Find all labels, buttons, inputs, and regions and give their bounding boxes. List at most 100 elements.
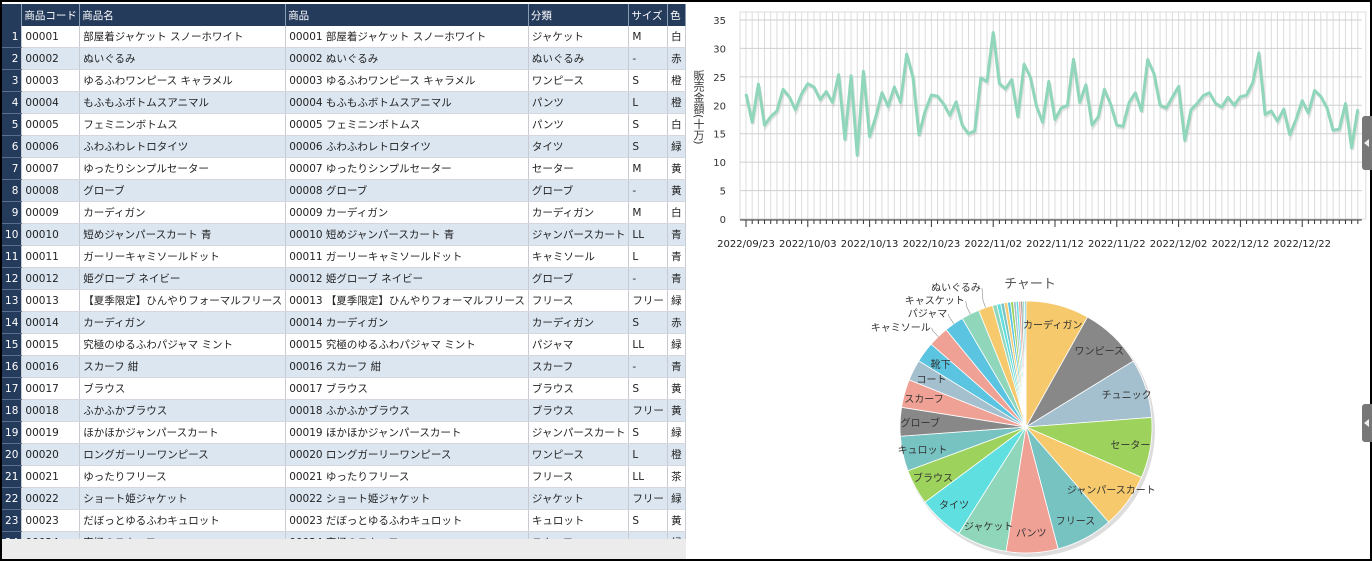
row-number[interactable]: 5 bbox=[2, 113, 23, 136]
color-cell[interactable]: 青 bbox=[667, 245, 686, 268]
category-cell[interactable]: パジャマ bbox=[528, 333, 630, 356]
size-cell[interactable]: M bbox=[628, 201, 669, 224]
product-cell[interactable]: 00014 カーディガン bbox=[285, 311, 529, 334]
size-cell[interactable]: - bbox=[628, 531, 669, 539]
row-number[interactable]: 20 bbox=[2, 443, 23, 466]
row-number[interactable]: 11 bbox=[2, 245, 23, 268]
row-number[interactable]: 10 bbox=[2, 223, 23, 246]
row-number[interactable]: 23 bbox=[2, 509, 23, 532]
size-cell[interactable]: S bbox=[628, 113, 669, 136]
product-name-cell[interactable]: 短めジャンパースカート 青 bbox=[79, 223, 287, 246]
product-code-cell[interactable]: 00020 bbox=[21, 443, 81, 466]
size-cell[interactable]: S bbox=[628, 69, 669, 92]
column-header-code[interactable]: 商品コード bbox=[21, 4, 81, 26]
table-row[interactable]: 15 00015 究極のゆるふわパジャマ ミント 00015 究極のゆるふわパジャマ … bbox=[2, 333, 686, 356]
size-cell[interactable]: フリー bbox=[628, 289, 669, 312]
size-cell[interactable]: S bbox=[628, 377, 669, 400]
product-code-cell[interactable]: 00004 bbox=[21, 91, 81, 114]
product-name-cell[interactable]: ゆるふわワンピース キャラメル bbox=[79, 69, 287, 92]
table-row[interactable]: 17 00017 ブラウス 00017 ブラウス ブラウス S 黄 bbox=[2, 377, 686, 400]
product-cell[interactable]: 00019 ほかほかジャンパースカート bbox=[285, 421, 529, 444]
product-cell[interactable]: 00017 ブラウス bbox=[285, 377, 529, 400]
product-code-cell[interactable]: 00021 bbox=[21, 465, 81, 488]
product-code-cell[interactable]: 00009 bbox=[21, 201, 81, 224]
category-cell[interactable]: キュロット bbox=[528, 509, 630, 532]
row-number[interactable]: 14 bbox=[2, 311, 23, 334]
product-cell[interactable]: 00001 部屋着ジャケット スノーホワイト bbox=[285, 26, 529, 48]
table-row[interactable]: 7 00007 ゆったりシンプルセーター 00007 ゆったりシンプルセーター セーター… bbox=[2, 157, 686, 180]
product-name-cell[interactable]: 姫グローブ ネイビー bbox=[79, 267, 287, 290]
size-cell[interactable]: - bbox=[628, 179, 669, 202]
collapse-handle-top[interactable] bbox=[1362, 116, 1372, 170]
product-code-cell[interactable]: 00011 bbox=[21, 245, 81, 268]
product-name-cell[interactable]: ブラウス bbox=[79, 377, 287, 400]
row-number[interactable]: 17 bbox=[2, 377, 23, 400]
size-cell[interactable]: LL bbox=[628, 465, 669, 488]
table-row[interactable]: 3 00003 ゆるふわワンピース キャラメル 00003 ゆるふわワンピース キャラ… bbox=[2, 69, 686, 92]
product-code-cell[interactable]: 00016 bbox=[21, 355, 81, 378]
category-cell[interactable]: カーディガン bbox=[528, 311, 630, 334]
product-cell[interactable]: 00004 もふもふボトムスアニマル bbox=[285, 91, 529, 114]
column-header-name[interactable]: 商品名 bbox=[79, 4, 287, 26]
color-cell[interactable]: 白 bbox=[667, 201, 686, 224]
size-cell[interactable]: S bbox=[628, 421, 669, 444]
size-cell[interactable]: M bbox=[628, 157, 669, 180]
category-cell[interactable]: ワンピース bbox=[528, 443, 630, 466]
table-row[interactable]: 22 00022 ショート姫ジャケット 00022 ショート姫ジャケット ジャケット フリ… bbox=[2, 487, 686, 510]
color-cell[interactable]: 橙 bbox=[667, 91, 686, 114]
product-code-cell[interactable]: 00019 bbox=[21, 421, 81, 444]
product-code-cell[interactable]: 00023 bbox=[21, 509, 81, 532]
product-name-cell[interactable]: ショート姫ジャケット bbox=[79, 487, 287, 510]
product-grid[interactable]: 商品コード 商品名 商品 分類 サイズ 色 1 00001 部屋着ジャケット スノー… bbox=[2, 4, 686, 539]
product-cell[interactable]: 00012 姫グローブ ネイビー bbox=[285, 267, 529, 290]
product-cell[interactable]: 00020 ロングガーリーワンピース bbox=[285, 443, 529, 466]
table-row[interactable]: 8 00008 グローブ 00008 グローブ グローブ - 黄 bbox=[2, 179, 686, 202]
product-name-cell[interactable]: 究極のゆるふわパジャマ ミント bbox=[79, 333, 287, 356]
row-number[interactable]: 9 bbox=[2, 201, 23, 224]
product-code-cell[interactable]: 00024 bbox=[21, 531, 81, 539]
product-cell[interactable]: 00010 短めジャンパースカート 青 bbox=[285, 223, 529, 246]
size-cell[interactable]: - bbox=[628, 355, 669, 378]
row-number[interactable]: 16 bbox=[2, 355, 23, 378]
color-cell[interactable]: 橙 bbox=[667, 69, 686, 92]
product-cell[interactable]: 00016 スカーフ 紺 bbox=[285, 355, 529, 378]
row-number[interactable]: 7 bbox=[2, 157, 23, 180]
table-row[interactable]: 5 00005 フェミニンボトムス 00005 フェミニンボトムス パンツ S 白 bbox=[2, 113, 686, 136]
table-row[interactable]: 21 00021 ゆったりフリース 00021 ゆったりフリース フリース LL 茶 bbox=[2, 465, 686, 488]
product-code-cell[interactable]: 00014 bbox=[21, 311, 81, 334]
table-row[interactable]: 18 00018 ふかふかブラウス 00018 ふかふかブラウス ブラウス フリー黄 bbox=[2, 399, 686, 422]
table-row[interactable]: 16 00016 スカーフ 紺 00016 スカーフ 紺スカーフ - 青 bbox=[2, 355, 686, 378]
table-row[interactable]: 6 00006 ふわふわレトロタイツ 00006 ふわふわレトロタイツ タイツ S 緑 bbox=[2, 135, 686, 158]
product-name-cell[interactable]: ふわふわレトロタイツ bbox=[79, 135, 287, 158]
product-name-cell[interactable]: フェミニンボトムス bbox=[79, 113, 287, 136]
category-cell[interactable]: ワンピース bbox=[528, 69, 630, 92]
product-cell[interactable]: 00007 ゆったりシンプルセーター bbox=[285, 157, 529, 180]
product-name-cell[interactable]: もふもふボトムスアニマル bbox=[79, 91, 287, 114]
row-number[interactable]: 2 bbox=[2, 47, 23, 70]
table-row[interactable]: 23 00023 だぼっとゆるふわキュロット 00023 だぼっとゆるふわキュロットキ… bbox=[2, 509, 686, 532]
product-name-cell[interactable]: ロングガーリーワンピース bbox=[79, 443, 287, 466]
product-code-cell[interactable]: 00018 bbox=[21, 399, 81, 422]
size-cell[interactable]: L bbox=[628, 91, 669, 114]
color-cell[interactable]: 青 bbox=[667, 267, 686, 290]
product-name-cell[interactable]: 部屋着ジャケット スノーホワイト bbox=[79, 26, 287, 48]
color-cell[interactable]: 黄 bbox=[667, 399, 686, 422]
color-cell[interactable]: 青 bbox=[667, 355, 686, 378]
product-cell[interactable]: 00008 グローブ bbox=[285, 179, 529, 202]
product-code-cell[interactable]: 00008 bbox=[21, 179, 81, 202]
color-cell[interactable]: 緑 bbox=[667, 333, 686, 356]
column-header-size[interactable]: サイズ bbox=[628, 4, 669, 26]
color-cell[interactable]: 黄 bbox=[667, 509, 686, 532]
size-cell[interactable]: S bbox=[628, 311, 669, 334]
column-header-product[interactable]: 商品 bbox=[285, 4, 529, 26]
category-cell[interactable]: ジャンパースカート bbox=[528, 223, 630, 246]
table-row[interactable]: 14 00014 カーディガン 00014 カーディガン カーディガン S 赤 bbox=[2, 311, 686, 334]
table-row[interactable]: 12 00012 姫グローブ ネイビー 00012 姫グローブ ネイビー グローブ - 青 bbox=[2, 267, 686, 290]
color-cell[interactable]: 緑 bbox=[667, 487, 686, 510]
table-row[interactable]: 11 00011 ガーリーキャミソールドット 00011 ガーリーキャミソールドットキ… bbox=[2, 245, 686, 268]
row-number[interactable]: 4 bbox=[2, 91, 23, 114]
table-row[interactable]: 1 00001 部屋着ジャケット スノーホワイト 00001 部屋着ジャケット スノー… bbox=[2, 26, 686, 48]
product-name-cell[interactable]: カーディガン bbox=[79, 201, 287, 224]
product-cell[interactable]: 00022 ショート姫ジャケット bbox=[285, 487, 529, 510]
category-cell[interactable]: スカーフ bbox=[528, 355, 630, 378]
